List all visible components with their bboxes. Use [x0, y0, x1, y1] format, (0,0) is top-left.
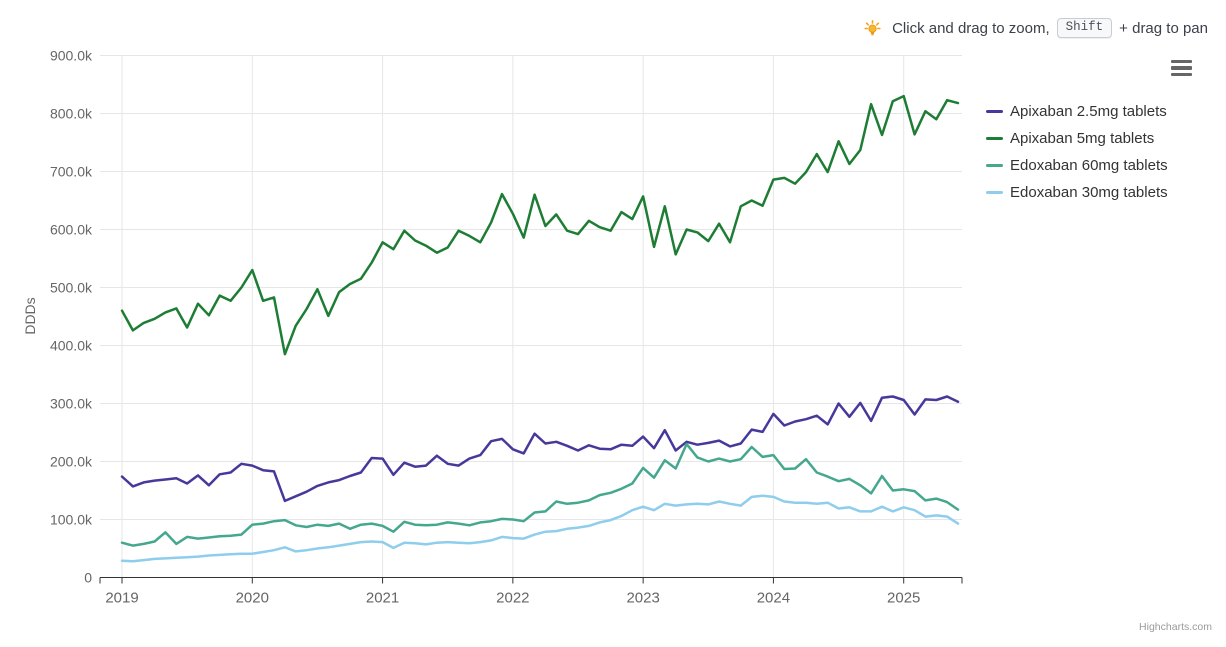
x-axis-tick-label: 2025	[887, 590, 920, 607]
x-axis-tick-label: 2024	[757, 590, 790, 607]
chart-context-menu-button[interactable]	[1166, 54, 1196, 82]
legend-item-edoxaban-60mg[interactable]: Edoxaban 60mg tablets	[986, 152, 1168, 179]
y-axis-tick-label: 300.0k	[50, 396, 93, 412]
legend-item-apixaban-5mg[interactable]: Apixaban 5mg tablets	[986, 125, 1168, 152]
y-axis-tick-label: 500.0k	[50, 280, 93, 296]
hamburger-menu-icon	[1170, 59, 1192, 64]
legend-swatch	[986, 137, 1003, 140]
plot-area[interactable]	[100, 56, 962, 578]
y-axis-title: DDDs	[22, 297, 38, 335]
legend-swatch	[986, 164, 1003, 167]
y-axis-tick-label: 600.0k	[50, 222, 93, 238]
y-axis-tick-label: 100.0k	[50, 512, 93, 528]
hint-text-zoom: Click and drag to zoom,	[892, 19, 1050, 37]
highcharts-credits[interactable]: Highcharts.com	[1139, 621, 1212, 633]
x-axis-tick-label: 2021	[366, 590, 399, 607]
series-line-apixaban-5mg-tablets[interactable]	[120, 94, 960, 356]
y-axis-tick-label: 0	[84, 570, 92, 586]
y-axis-tick-label: 200.0k	[50, 454, 93, 470]
legend-item-apixaban-2-5mg[interactable]: Apixaban 2.5mg tablets	[986, 98, 1168, 125]
legend-label: Edoxaban 60mg tablets	[1010, 157, 1168, 174]
series-line-apixaban-2-5mg-tablets[interactable]	[120, 395, 960, 503]
y-axis-tick-label: 400.0k	[50, 338, 93, 354]
legend-label: Apixaban 5mg tablets	[1010, 130, 1155, 147]
zoom-pan-hint: Click and drag to zoom, Shift + drag to …	[864, 14, 1208, 42]
legend-swatch	[986, 191, 1003, 194]
legend-label: Edoxaban 30mg tablets	[1010, 184, 1168, 201]
legend-swatch	[986, 110, 1003, 113]
x-axis-tick-label: 2023	[626, 590, 659, 607]
series-line-edoxaban-30mg-tablets[interactable]	[120, 494, 960, 563]
legend-item-edoxaban-30mg[interactable]: Edoxaban 30mg tablets	[986, 179, 1168, 206]
shift-key-badge: Shift	[1056, 18, 1113, 38]
y-axis-tick-label: 800.0k	[50, 106, 93, 122]
x-axis-tick-label: 2019	[105, 590, 138, 607]
lightbulb-icon	[864, 19, 881, 37]
y-axis-tick-label: 700.0k	[50, 164, 93, 180]
series-line-edoxaban-60mg-tablets[interactable]	[120, 442, 960, 547]
x-axis-tick-label: 2020	[236, 590, 269, 607]
y-axis-tick-label: 900.0k	[50, 48, 93, 64]
legend-label: Apixaban 2.5mg tablets	[1010, 103, 1167, 120]
x-axis-tick-label: 2022	[496, 590, 529, 607]
legend: Apixaban 2.5mg tablets Apixaban 5mg tabl…	[986, 98, 1168, 206]
hint-text-pan: + drag to pan	[1119, 19, 1208, 37]
